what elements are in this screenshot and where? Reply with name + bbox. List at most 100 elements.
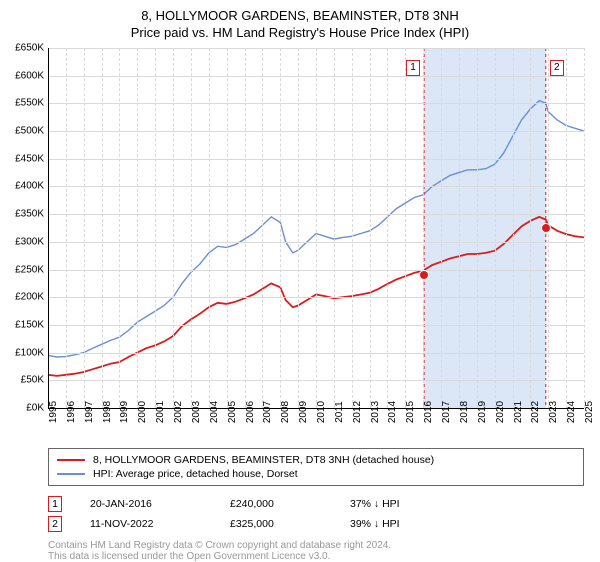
y-tick-label: £400K	[15, 181, 44, 192]
y-tick-label: £500K	[15, 126, 44, 137]
y-tick-label: £150K	[15, 319, 44, 330]
sale-marker-box: 2	[550, 60, 564, 76]
x-tick-label: 1999	[119, 401, 130, 423]
legend-box: 8, HOLLYMOOR GARDENS, BEAMINSTER, DT8 3N…	[48, 448, 584, 486]
y-tick-label: £600K	[15, 70, 44, 81]
x-tick-label: 2016	[423, 401, 434, 423]
x-tick-label: 2007	[262, 401, 273, 423]
gridline-v	[423, 48, 424, 408]
x-tick-label: 2025	[584, 401, 595, 423]
gridline-v	[566, 48, 567, 408]
x-tick-label: 2000	[137, 401, 148, 423]
legend-swatch	[57, 459, 85, 461]
sale-diff: 39% ↓ HPI	[350, 518, 400, 530]
sale-date: 11-NOV-2022	[90, 518, 230, 530]
footer-line2: This data is licensed under the Open Gov…	[48, 551, 584, 562]
x-tick-label: 2018	[459, 401, 470, 423]
gridline-v	[352, 48, 353, 408]
x-tick-label: 2022	[530, 401, 541, 423]
gridline-v	[48, 48, 49, 408]
x-tick-label: 2024	[566, 401, 577, 423]
y-tick-label: £250K	[15, 264, 44, 275]
x-tick-label: 2013	[370, 401, 381, 423]
x-tick-label: 2014	[387, 401, 398, 423]
x-tick-label: 2003	[191, 401, 202, 423]
x-tick-label: 1997	[84, 401, 95, 423]
gridline-v	[262, 48, 263, 408]
y-tick-label: £200K	[15, 292, 44, 303]
x-tick-label: 2011	[334, 401, 345, 423]
legend-label: 8, HOLLYMOOR GARDENS, BEAMINSTER, DT8 3N…	[93, 454, 434, 466]
sale-num-box: 2	[48, 516, 62, 532]
gridline-v	[530, 48, 531, 408]
x-tick-label: 1996	[66, 401, 77, 423]
y-tick-label: £450K	[15, 153, 44, 164]
gridline-v	[209, 48, 210, 408]
gridline-v	[387, 48, 388, 408]
sale-diff: 37% ↓ HPI	[350, 498, 400, 510]
gridline-v	[370, 48, 371, 408]
gridline-v	[316, 48, 317, 408]
sale-price: £240,000	[230, 498, 350, 510]
y-tick-label: £300K	[15, 236, 44, 247]
legend-row: HPI: Average price, detached house, Dors…	[57, 467, 575, 481]
sale-num-box: 1	[48, 496, 62, 512]
x-tick-label: 2017	[441, 401, 452, 423]
gridline-v	[173, 48, 174, 408]
y-tick-label: £100K	[15, 347, 44, 358]
title-line2: Price paid vs. HM Land Registry's House …	[0, 25, 600, 42]
sale-row: 120-JAN-2016£240,00037% ↓ HPI	[48, 494, 584, 514]
x-tick-label: 1995	[48, 401, 59, 423]
footer-text: Contains HM Land Registry data © Crown c…	[48, 540, 584, 562]
title-line1: 8, HOLLYMOOR GARDENS, BEAMINSTER, DT8 3N…	[0, 8, 600, 25]
gridline-v	[513, 48, 514, 408]
sale-dot	[419, 270, 429, 280]
sale-marker-box: 1	[406, 60, 420, 76]
gridline-v	[84, 48, 85, 408]
sale-price: £325,000	[230, 518, 350, 530]
gridline-v	[227, 48, 228, 408]
sale-dot	[541, 223, 551, 233]
x-tick-label: 2008	[280, 401, 291, 423]
legend-swatch	[57, 473, 85, 475]
footer-line1: Contains HM Land Registry data © Crown c…	[48, 540, 584, 551]
gridline-v	[495, 48, 496, 408]
gridline-v	[245, 48, 246, 408]
gridline-v	[119, 48, 120, 408]
gridline-v	[298, 48, 299, 408]
gridline-v	[102, 48, 103, 408]
gridline-v	[459, 48, 460, 408]
x-tick-label: 1998	[102, 401, 113, 423]
gridline-v	[280, 48, 281, 408]
gridline-v	[191, 48, 192, 408]
gridline-v	[441, 48, 442, 408]
y-tick-label: £0K	[26, 403, 44, 414]
x-tick-label: 2020	[495, 401, 506, 423]
chart-title: 8, HOLLYMOOR GARDENS, BEAMINSTER, DT8 3N…	[0, 0, 600, 42]
y-tick-label: £550K	[15, 98, 44, 109]
legend-label: HPI: Average price, detached house, Dors…	[93, 468, 298, 480]
chart-plot-area: £0K£50K£100K£150K£200K£250K£300K£350K£40…	[48, 48, 584, 408]
y-tick-label: £350K	[15, 209, 44, 220]
gridline-v	[477, 48, 478, 408]
x-tick-label: 2004	[209, 401, 220, 423]
gridline-v	[334, 48, 335, 408]
x-tick-label: 2019	[477, 401, 488, 423]
x-tick-label: 2012	[352, 401, 363, 423]
x-tick-label: 2006	[245, 401, 256, 423]
sale-row: 2 11-NOV-2022£325,00039% ↓ HPI	[48, 514, 584, 534]
x-tick-label: 2002	[173, 401, 184, 423]
x-tick-label: 2009	[298, 401, 309, 423]
gridline-v	[155, 48, 156, 408]
legend-row: 8, HOLLYMOOR GARDENS, BEAMINSTER, DT8 3N…	[57, 453, 575, 467]
x-tick-label: 2005	[227, 401, 238, 423]
sale-rows: 120-JAN-2016£240,00037% ↓ HPI 2 11-NOV-202…	[48, 494, 584, 534]
gridline-v	[137, 48, 138, 408]
x-tick-label: 2021	[513, 401, 524, 423]
legend-block: 8, HOLLYMOOR GARDENS, BEAMINSTER, DT8 3N…	[48, 448, 584, 562]
y-tick-label: £50K	[21, 375, 44, 386]
gridline-v	[405, 48, 406, 408]
x-tick-label: 2010	[316, 401, 327, 423]
x-tick-label: 2023	[548, 401, 559, 423]
y-tick-label: £650K	[15, 43, 44, 54]
